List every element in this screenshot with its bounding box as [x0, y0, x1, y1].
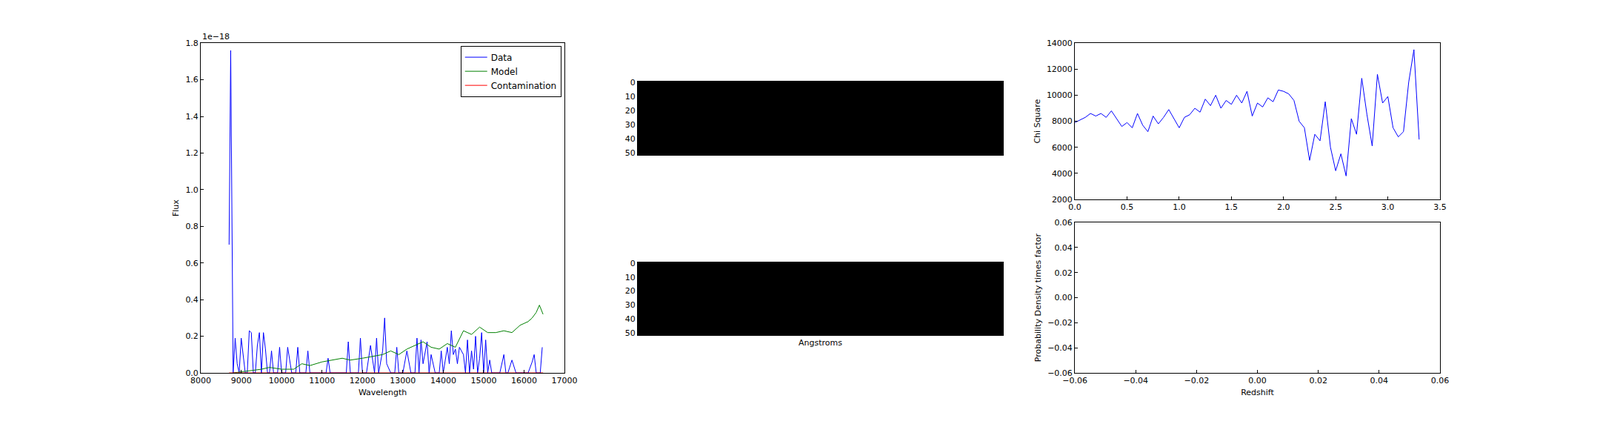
- svg-text:0.02: 0.02: [1308, 375, 1328, 386]
- svg-text:10: 10: [625, 91, 636, 102]
- svg-text:8000: 8000: [1051, 116, 1073, 126]
- svg-text:50: 50: [625, 328, 636, 338]
- svg-text:1.5: 1.5: [1225, 202, 1239, 212]
- svg-text:17000: 17000: [551, 375, 578, 386]
- svg-text:Redshift: Redshift: [1240, 387, 1275, 398]
- svg-text:Probability Density times fact: Probability Density times factor: [1033, 232, 1043, 362]
- svg-text:−0.06: −0.06: [1062, 375, 1088, 386]
- svg-text:50: 50: [625, 148, 636, 158]
- svg-text:8000: 8000: [190, 375, 212, 386]
- svg-text:4000: 4000: [1051, 168, 1073, 179]
- svg-text:Flux: Flux: [171, 199, 181, 217]
- svg-text:2.5: 2.5: [1328, 202, 1343, 212]
- svg-text:Contamination: Contamination: [491, 80, 557, 92]
- svg-text:14000: 14000: [430, 375, 457, 386]
- svg-text:10000: 10000: [268, 375, 295, 386]
- svg-text:1.2: 1.2: [185, 148, 199, 158]
- svg-text:1.6: 1.6: [185, 74, 199, 85]
- svg-text:0.2: 0.2: [185, 331, 199, 341]
- svg-text:0.0: 0.0: [1068, 202, 1082, 212]
- svg-text:−0.02: −0.02: [1047, 317, 1073, 328]
- svg-text:0.00: 0.00: [1248, 375, 1267, 386]
- svg-text:2000: 2000: [1051, 194, 1073, 205]
- svg-text:6000: 6000: [1051, 142, 1073, 153]
- svg-text:0.02: 0.02: [1054, 268, 1073, 278]
- svg-text:0.06: 0.06: [1431, 375, 1450, 386]
- svg-text:40: 40: [625, 134, 636, 144]
- svg-text:1.4: 1.4: [185, 111, 199, 122]
- svg-text:1.0: 1.0: [185, 185, 199, 195]
- svg-text:11000: 11000: [308, 375, 335, 386]
- svg-text:0.5: 0.5: [1120, 202, 1135, 212]
- svg-text:0.04: 0.04: [1370, 375, 1389, 386]
- svg-text:−0.04: −0.04: [1122, 375, 1149, 386]
- svg-text:−0.02: −0.02: [1184, 375, 1210, 386]
- svg-text:Data: Data: [491, 52, 513, 63]
- svg-text:10: 10: [625, 272, 636, 283]
- svg-text:1.0: 1.0: [1172, 202, 1186, 212]
- svg-text:16000: 16000: [511, 375, 538, 386]
- svg-text:20: 20: [625, 105, 636, 116]
- svg-text:Chi Square: Chi Square: [1032, 98, 1043, 143]
- svg-text:0.8: 0.8: [185, 221, 199, 232]
- svg-text:13000: 13000: [389, 375, 416, 386]
- svg-text:3.0: 3.0: [1381, 202, 1395, 212]
- svg-text:0.04: 0.04: [1054, 242, 1073, 253]
- svg-text:0: 0: [630, 258, 636, 269]
- svg-text:12000: 12000: [1046, 64, 1073, 75]
- svg-text:40: 40: [625, 314, 636, 324]
- svg-text:0.6: 0.6: [185, 258, 199, 269]
- svg-text:9000: 9000: [231, 375, 252, 386]
- svg-text:3.5: 3.5: [1433, 202, 1447, 212]
- svg-text:10000: 10000: [1046, 90, 1073, 100]
- svg-text:−0.06: −0.06: [1047, 368, 1073, 378]
- svg-text:30: 30: [625, 120, 636, 130]
- svg-text:Wavelength: Wavelength: [358, 387, 407, 398]
- svg-text:0.0: 0.0: [185, 368, 199, 378]
- svg-text:15000: 15000: [470, 375, 497, 386]
- svg-text:0.00: 0.00: [1054, 292, 1073, 303]
- svg-text:Angstroms: Angstroms: [798, 337, 843, 348]
- svg-text:0.06: 0.06: [1054, 217, 1073, 228]
- svg-text:1e−18: 1e−18: [202, 31, 230, 42]
- svg-text:2.0: 2.0: [1277, 202, 1291, 212]
- svg-text:Model: Model: [491, 66, 518, 78]
- svg-text:0.4: 0.4: [185, 294, 199, 305]
- svg-text:0: 0: [630, 77, 636, 88]
- svg-text:20: 20: [625, 285, 636, 296]
- svg-text:14000: 14000: [1046, 38, 1073, 49]
- svg-text:1.8: 1.8: [185, 38, 199, 49]
- svg-text:−0.04: −0.04: [1047, 342, 1073, 353]
- svg-text:12000: 12000: [349, 375, 376, 386]
- svg-text:30: 30: [625, 300, 636, 310]
